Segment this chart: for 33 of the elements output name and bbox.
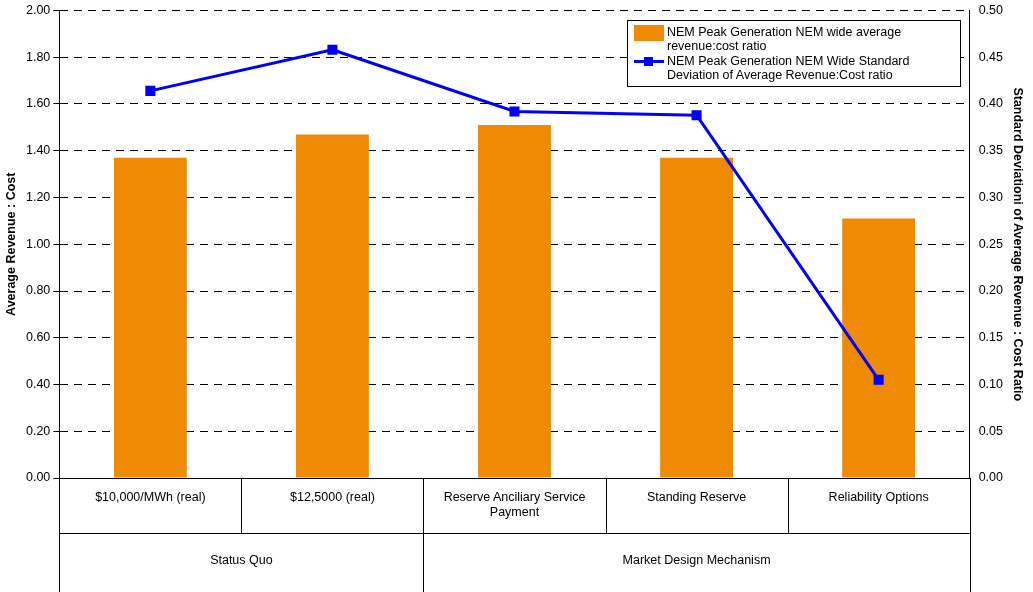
y2-tick-label: 0.20 xyxy=(978,283,1004,298)
y2-tick-label: 0.50 xyxy=(978,2,1004,17)
x-tick-label: Reserve Anciliary Service Payment xyxy=(443,489,586,519)
x-tick-label: $12,5000 (real) xyxy=(290,489,375,504)
y-tick-label: 0.40 xyxy=(25,376,51,391)
y-tick-label: 0.60 xyxy=(25,330,51,345)
y2-tick-label: 0.00 xyxy=(978,470,1004,485)
y2-tick-label: 0.30 xyxy=(978,189,1004,204)
x-tick-label: Standing Reserve xyxy=(646,489,747,504)
y-tick-label: 1.40 xyxy=(25,143,51,158)
y-tick-label: 0.20 xyxy=(25,423,51,438)
y2-tick-label: 0.35 xyxy=(978,143,1004,158)
y-axis-title: Average Revenue : Cost xyxy=(3,171,18,316)
y2-tick-label: 0.40 xyxy=(978,96,1004,111)
text: Market Design Mechanism xyxy=(622,553,771,568)
y2-tick-label: 0.10 xyxy=(978,376,1004,391)
legend-label: NEM Peak Generation NEM wide average revenue:cost ratio xyxy=(667,25,903,53)
y2-tick-label: 0.15 xyxy=(978,330,1004,345)
y-tick-label: 1.00 xyxy=(25,236,51,251)
y-tick-label: 2.00 xyxy=(25,2,51,17)
y2-axis-title: Standard Deviationi of Average Revenue : Cost Ratio xyxy=(1011,87,1026,402)
y-tick-label: 1.20 xyxy=(25,189,51,204)
y2-tick-label: 0.25 xyxy=(978,236,1004,251)
y-tick-label: 1.60 xyxy=(25,96,51,111)
y-tick-label: 0.00 xyxy=(25,470,51,485)
text: Status Quo xyxy=(210,553,273,568)
y2-tick-label: 0.05 xyxy=(978,423,1004,438)
y-tick-label: 0.80 xyxy=(25,283,51,298)
legend-label: NEM Peak Generation NEM Wide Standard Deviation of Average Revenue:Cost ratio xyxy=(667,54,911,82)
y2-tick-label: 0.45 xyxy=(978,49,1004,64)
x-tick-label: Reliability Options xyxy=(828,489,929,504)
y-tick-label: 1.80 xyxy=(25,49,51,64)
x-tick-label: $10,000/MWh (real) xyxy=(95,489,206,504)
